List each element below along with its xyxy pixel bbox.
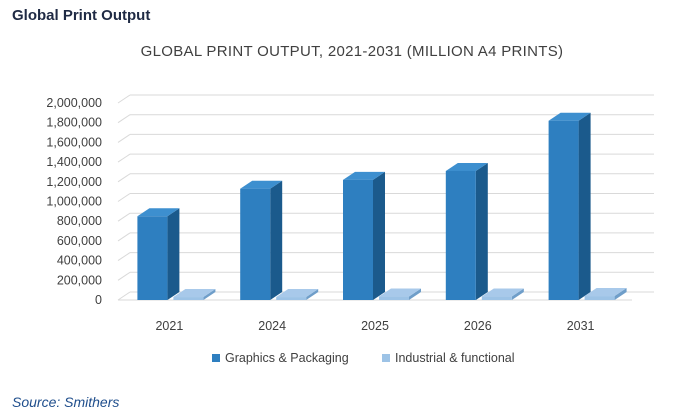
legend-label: Graphics & Packaging (225, 351, 349, 365)
bar-industrial-functional-side (614, 288, 627, 300)
legend-swatch (382, 354, 390, 362)
bar-graphics-packaging (548, 120, 579, 300)
legend-label: Industrial & functional (395, 351, 515, 365)
gridline-diagonal (117, 271, 131, 281)
y-tick-label: 2,000,000 (46, 96, 102, 110)
bar-graphics-packaging-side (167, 208, 180, 300)
bar-graphics-packaging (240, 188, 271, 300)
bar-graphics-packaging-side (578, 112, 591, 300)
y-tick-label: 0 (95, 293, 102, 307)
bar-graphics-packaging-top (445, 162, 488, 171)
bar-industrial-functional (481, 296, 512, 300)
bar-industrial-functional (276, 297, 307, 300)
y-tick-label: 400,000 (57, 254, 102, 268)
bar-graphics-packaging-side (475, 162, 488, 300)
bar-industrial-functional-side (203, 289, 216, 300)
x-tick-label: 2021 (155, 319, 183, 333)
gridline-diagonal (117, 232, 131, 242)
bar-graphics-packaging-top (548, 112, 591, 121)
gridline-diagonal (117, 291, 131, 301)
bar-industrial-functional-top (379, 288, 421, 297)
y-tick-label: 800,000 (57, 214, 102, 228)
gridline-diagonal (117, 193, 131, 202)
x-tick-label: 2031 (567, 319, 595, 333)
bar-graphics-packaging-top (240, 180, 283, 189)
bar-industrial-functional (379, 296, 409, 300)
bar-industrial-functional (584, 296, 615, 300)
gridline-diagonal (117, 252, 131, 262)
chart-legend: Graphics & Packaging Industrial & functio… (212, 351, 515, 365)
x-tick-label: 2026 (464, 319, 492, 333)
legend-swatch (212, 354, 220, 362)
bar-industrial-functional-top (584, 288, 627, 297)
source-note: Source: Smithers (12, 394, 120, 410)
bar-industrial-functional (173, 297, 204, 300)
bar-industrial-functional-side (306, 289, 319, 300)
bar-graphics-packaging-top (137, 208, 180, 217)
bar-industrial-functional-top (276, 289, 319, 298)
y-tick-label: 200,000 (57, 273, 102, 287)
x-tick-label: 2024 (258, 319, 286, 333)
bar-graphics-packaging (445, 170, 476, 300)
y-axis-ticks: 0 200,000 400,000 600,000 800,000 1,000,000 1,… (46, 96, 102, 307)
gridline-diagonal (117, 212, 131, 222)
gridline-diagonal (117, 114, 131, 124)
bar-graphics-packaging-top (343, 171, 385, 180)
y-tick-label: 1,800,000 (46, 116, 102, 130)
y-tick-label: 1,200,000 (46, 175, 102, 189)
y-tick-label: 1,000,000 (46, 195, 102, 209)
gridline-diagonal (117, 133, 131, 143)
bar-industrial-functional-top (173, 289, 216, 298)
bar-industrial-functional-top (481, 288, 524, 297)
bar-graphics-packaging-side (373, 171, 385, 300)
y-tick-label: 1,400,000 (46, 155, 102, 169)
bar-graphics-packaging-side (270, 180, 283, 300)
gridline-diagonal (117, 94, 131, 104)
bar-graphics-packaging (343, 179, 373, 300)
bar-industrial-functional-side (511, 288, 524, 300)
bar-industrial-functional-side (409, 288, 421, 300)
gridline-diagonal (117, 173, 131, 183)
chart-bars (137, 112, 627, 300)
bar-graphics-packaging (137, 216, 168, 300)
y-tick-label: 1,600,000 (46, 135, 102, 149)
x-tick-label: 2025 (361, 319, 389, 333)
page-heading: Global Print Output (12, 7, 151, 24)
chart-title: GLOBAL PRINT OUTPUT, 2021-2031 (MILLION … (141, 43, 564, 60)
y-tick-label: 600,000 (57, 234, 102, 248)
x-axis-ticks: 2021 2024 2025 2026 2031 (155, 319, 594, 333)
gridline-diagonal (117, 153, 131, 163)
